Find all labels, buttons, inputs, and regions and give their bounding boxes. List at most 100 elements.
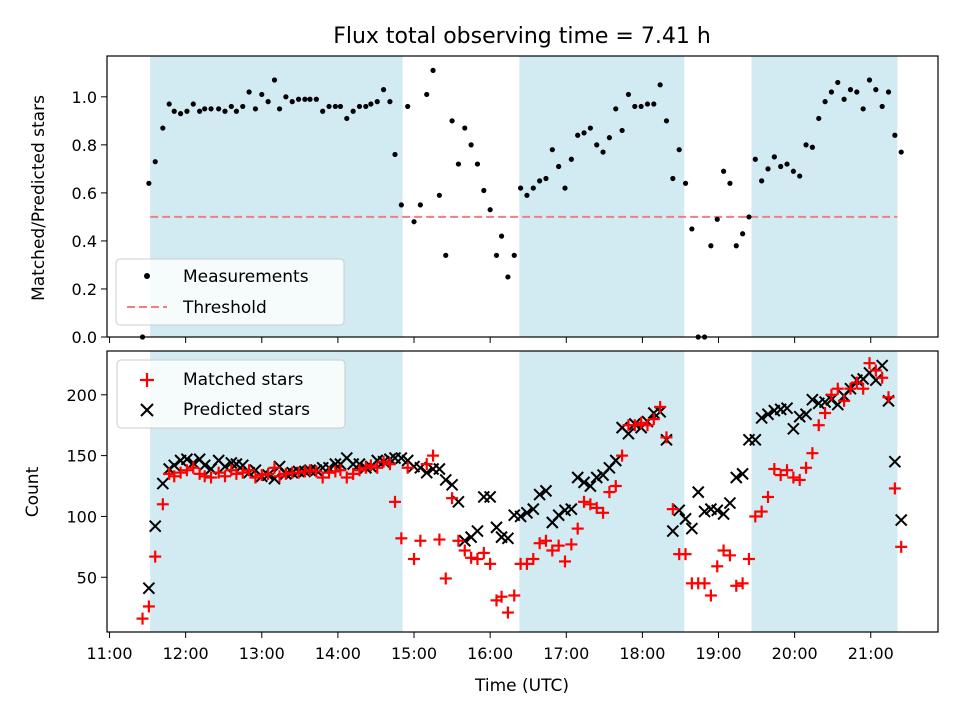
top-ytick-label: 0.0 xyxy=(72,328,97,347)
measurement-point xyxy=(430,67,436,74)
matched-stars-point xyxy=(249,471,262,484)
predicted-stars-point xyxy=(749,433,762,447)
matched-stars-point xyxy=(590,501,603,514)
matched-stars-point xyxy=(268,461,281,474)
measurement-point xyxy=(380,87,387,93)
measurement-point xyxy=(759,178,765,184)
measurement-point xyxy=(177,111,184,117)
legend-marker-measurements xyxy=(144,273,150,279)
measurement-point xyxy=(828,89,835,95)
matched-stars-point xyxy=(660,431,673,444)
measurement-point xyxy=(184,108,190,114)
measurement-point xyxy=(524,192,530,198)
matched-stars-point xyxy=(844,382,857,395)
measurement-point xyxy=(879,103,885,110)
measurement-point xyxy=(411,219,417,225)
predicted-stars-point xyxy=(730,471,743,484)
measurement-point xyxy=(600,149,606,155)
measurement-point xyxy=(822,99,828,105)
measurement-point xyxy=(228,103,234,110)
matched-stars-point xyxy=(383,458,396,471)
matched-stars-point xyxy=(174,466,187,479)
matched-stars-point xyxy=(679,548,692,561)
predicted-stars-point xyxy=(268,472,281,485)
matched-stars-point xyxy=(439,572,452,585)
matched-stars-point xyxy=(742,553,755,566)
measurement-point xyxy=(803,142,809,148)
matched-stars-point xyxy=(205,471,218,484)
matched-stars-point xyxy=(825,388,838,401)
matched-stars-point xyxy=(273,470,286,483)
bottom-frame xyxy=(106,350,939,633)
measurement-point xyxy=(670,175,676,182)
measurement-point xyxy=(898,149,904,155)
measurement-point xyxy=(638,103,644,110)
measurement-point xyxy=(487,207,493,213)
measurement-point xyxy=(556,163,562,170)
measurement-point xyxy=(350,108,356,114)
measurement-point xyxy=(498,233,505,239)
predicted-stars-point xyxy=(692,485,705,499)
predicted-stars-point xyxy=(793,410,806,423)
matched-stars-point xyxy=(292,466,305,479)
measurement-point xyxy=(581,130,587,136)
bottom-xtick-label: 14:00 xyxy=(315,644,361,663)
matched-stars-point xyxy=(863,357,876,370)
measurement-point xyxy=(816,115,822,122)
observing-interval-3 xyxy=(751,56,898,337)
top-ytick-label: 0.4 xyxy=(72,232,97,251)
bottom-xtick-label: 21:00 xyxy=(848,644,894,663)
matched-stars-point xyxy=(641,419,654,432)
measurement-point xyxy=(797,173,803,179)
legend-label-matched: Matched stars xyxy=(183,370,303,390)
matched-stars-point xyxy=(527,553,540,566)
matched-stars-point xyxy=(279,467,292,480)
matched-stars-point xyxy=(156,498,169,511)
measurement-point xyxy=(320,108,326,114)
measurement-point xyxy=(202,106,208,112)
bottom-xtick-label: 13:00 xyxy=(239,644,285,663)
measurement-point xyxy=(344,115,350,122)
measurement-point xyxy=(505,274,511,280)
bottom-ytick-label: 150 xyxy=(66,447,97,466)
predicted-stars-point xyxy=(895,513,908,527)
measurement-point xyxy=(663,118,670,124)
observing-interval-2 xyxy=(519,56,685,337)
predicted-stars-point xyxy=(520,506,534,519)
predicted-stars-point xyxy=(818,395,832,409)
measurement-point xyxy=(644,101,651,107)
matched-stars-point xyxy=(501,606,514,619)
predicted-stars-point xyxy=(439,473,452,487)
measurement-point xyxy=(462,125,468,131)
measurement-point xyxy=(259,91,265,98)
measurement-point xyxy=(392,151,398,158)
matched-stars-point xyxy=(635,416,648,429)
matched-stars-point xyxy=(484,557,497,570)
measurement-point xyxy=(326,103,332,110)
matched-stars-point xyxy=(136,612,149,625)
matched-stars-point xyxy=(597,506,610,519)
measurement-point xyxy=(405,103,411,110)
matched-stars-point xyxy=(552,539,565,552)
matched-stars-point xyxy=(149,550,162,563)
matched-stars-point xyxy=(427,449,440,462)
measurement-point xyxy=(146,180,152,186)
measurement-point xyxy=(302,96,308,102)
matched-stars-point xyxy=(895,540,908,553)
predicted-stars-point xyxy=(590,471,603,484)
measurement-point xyxy=(468,142,474,148)
predicted-stars-point xyxy=(395,451,408,465)
predicted-stars-point xyxy=(180,453,194,466)
matched-stars-point xyxy=(433,533,446,546)
predicted-stars-point xyxy=(156,477,170,490)
measurement-point xyxy=(197,108,203,114)
matched-stars-point xyxy=(347,467,360,480)
predicted-stars-point xyxy=(761,408,775,421)
measurement-point xyxy=(809,144,815,150)
matched-stars-point xyxy=(446,492,459,505)
measurement-point xyxy=(619,127,625,134)
measurements-series xyxy=(139,67,904,340)
matched-stars-point xyxy=(882,391,895,404)
predicted-stars-point xyxy=(533,488,546,501)
